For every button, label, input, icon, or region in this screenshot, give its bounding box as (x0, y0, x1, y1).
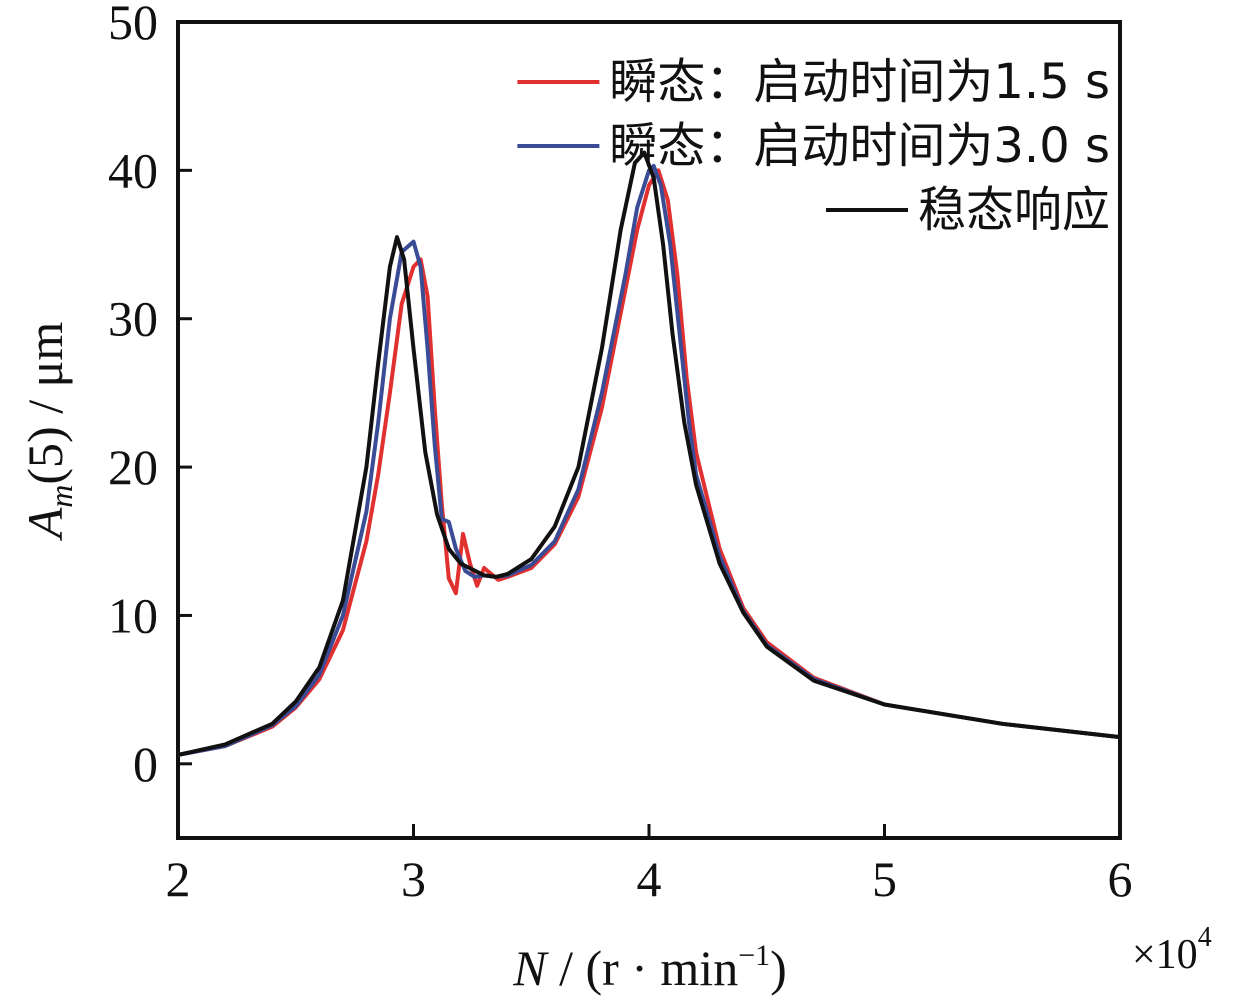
legend: 瞬态：启动时间为1.5 s 瞬态：启动时间为3.0 s 稳态响应 (517, 54, 1110, 238)
y-axis-title: Am(5) / μm (17, 322, 79, 542)
y-axis-subscript: m (43, 485, 79, 508)
x-axis-unit: / (r · min (547, 940, 739, 996)
x-axis-multiplier-base: ×10 (1132, 932, 1198, 978)
x-tick-label: 4 (637, 851, 662, 907)
y-tick-label: 10 (108, 587, 158, 643)
series-layer (177, 150, 1121, 757)
legend-label-2: 瞬态：启动时间为3.0 s (609, 118, 1110, 174)
axis-ticks: 2 3 4 5 6 0 10 20 30 40 50 (108, 0, 1133, 907)
x-tick-label: 5 (872, 851, 897, 907)
y-tick-label: 40 (108, 142, 158, 198)
y-tick-label: 20 (108, 439, 158, 495)
legend-label-3: 稳态响应 (918, 182, 1110, 238)
y-tick-label: 50 (108, 0, 158, 50)
x-tick-label: 3 (401, 851, 426, 907)
x-axis-title: N / (r · min−1) (512, 939, 787, 996)
y-tick-label: 30 (108, 291, 158, 347)
x-tick-label: 6 (1108, 851, 1133, 907)
legend-label-1: 瞬态：启动时间为1.5 s (609, 54, 1110, 110)
y-tick-label: 0 (133, 736, 158, 792)
x-axis-unit-close: ) (770, 940, 787, 996)
x-axis-variable: N (512, 940, 549, 996)
y-axis-variable: A (17, 507, 73, 541)
x-axis-unit-exponent: −1 (738, 939, 770, 972)
x-axis-multiplier: ×104 (1132, 922, 1212, 978)
x-tick-label: 2 (166, 851, 191, 907)
x-axis-multiplier-exponent: 4 (1198, 922, 1212, 953)
series-line-3 (177, 150, 1121, 757)
y-axis-unit: (5) / μm (17, 322, 73, 485)
